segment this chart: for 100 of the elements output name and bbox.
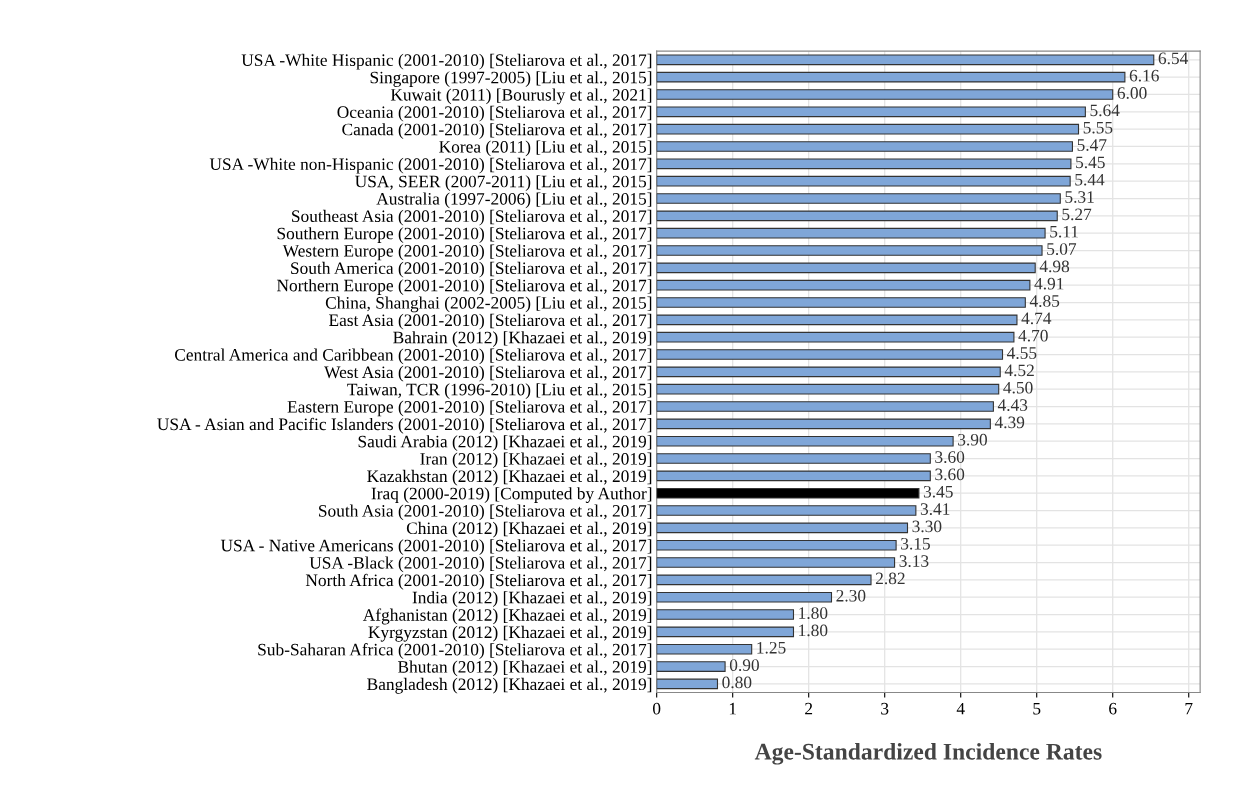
data-label: 6.00 [1117,87,1147,99]
y-tick-label: Central America and Caribbean (2001-2010) [Steliarova et al., 2017] [174,348,652,365]
y-tick-label: USA -White non-Hispanic (2001-2010) [Steliarova et al., 2017] [209,157,652,174]
bar [656,574,872,586]
x-tick-label: 3 [881,702,889,715]
data-label: 5.07 [1047,243,1077,255]
y-tick-label: Iran (2012) [Khazaei et al., 2019] [420,452,652,469]
bar [656,227,1046,239]
bar [656,54,1155,66]
data-label: 5.44 [1075,173,1105,186]
data-label: 4.43 [997,399,1028,411]
bar [656,418,991,430]
bar [656,470,931,482]
data-label: 5.11 [1050,225,1078,238]
bar [656,349,1004,360]
data-label: 4.98 [1039,260,1070,273]
bar [656,123,1080,135]
bar [656,609,795,620]
bar [656,175,1071,187]
bar [656,401,994,412]
bar [656,522,909,534]
bar [656,193,1061,204]
bar [656,262,1036,274]
data-label: 3.90 [958,433,987,446]
y-tick-label: Bangladesh (2012) [Khazaei et al., 2019] [367,677,652,694]
y-tick-label: Saudi Arabia (2012) [Khazaei et al., 2019] [358,435,652,451]
bar [656,71,1126,83]
data-label: 5.27 [1062,208,1092,221]
y-tick-label: Iraq (2000-2019) [Computed by Author] [371,487,652,503]
bar [656,314,1018,326]
data-label: 5.55 [1083,121,1113,134]
y-tick-label: Bhutan (2012) [Khazaei et al., 2019] [397,660,652,677]
x-tick-label: 7 [1185,702,1193,715]
bar [656,505,917,516]
x-tick-label: 6 [1109,702,1117,715]
bar [656,279,1031,291]
data-label: 0.80 [722,676,752,689]
bar [656,626,795,638]
y-tick-label: USA - Asian and Pacific Islanders (2001-2010) [Steliarova et al., 2017] [157,417,652,434]
data-label: 2.30 [836,589,866,602]
x-tick-label: 1 [729,702,736,715]
bar [656,678,719,690]
data-label: 5.45 [1076,156,1105,169]
y-tick-label: West Asia (2001-2010) [Steliarova et al., 2017] [324,365,652,382]
bar [656,435,954,447]
data-label: 4.50 [1003,381,1033,394]
bar [656,557,896,568]
y-tick-label: USA - Native Americans (2001-2010) [Steliarova et al., 2017] [220,539,652,555]
x-axis-title: Age-Standardized Incidence Rates [754,743,1102,765]
data-label: 1.25 [757,641,786,654]
y-tick-label: Kuwait (2011) [Bourusly et al., 2021] [390,88,652,105]
y-tick-label: Oceania (2001-2010) [Steliarova et al., 2017] [337,105,652,122]
y-tick-label: Singapore (1997-2005) [Liu et al., 2015] [370,71,652,87]
bar [656,383,1000,395]
y-tick-label: Western Europe (2001-2010) [Steliarova et al., 2017] [282,244,652,261]
data-label: 1.80 [799,624,828,637]
y-tick-label: Northern Europe (2001-2010) [Steliarova et al., 2017] [276,279,652,295]
data-label: 4.52 [1004,364,1034,377]
y-tick-label: East Asia (2001-2010) [Steliarova et al., 2017] [329,313,652,330]
bar [656,487,920,499]
data-label: 6.16 [1129,69,1159,82]
data-label: 5.31 [1065,191,1094,203]
bar [656,331,1015,343]
x-tick-label: 0 [653,702,661,715]
y-tick-label: Eastern Europe (2001-2010) [Steliarova et al., 2017] [287,400,652,417]
data-label: 3.41 [920,503,950,515]
y-tick-label: China, Shanghai (2002-2005) [Liu et al., 2015] [325,296,652,313]
bar [656,539,897,551]
bar [656,245,1043,256]
y-tick-label: Kazakhstan (2012) [Khazaei et al., 2019] [367,469,652,486]
bar [656,591,833,603]
data-label: 4.74 [1021,312,1052,325]
data-label: 4.85 [1029,295,1060,307]
y-tick-label: South Asia (2001-2010) [Steliarova et al., 2017] [319,504,652,521]
bar [656,158,1072,170]
y-tick-label: China (2012) [Khazaei et al., 2019] [406,521,652,538]
data-label: 5.64 [1090,104,1120,117]
bar [656,643,753,655]
y-tick-label: Afghanistan (2012) [Khazaei et al., 2019] [362,608,652,625]
bar [656,661,726,672]
x-tick-label: 5 [1033,702,1041,715]
data-label: 4.91 [1034,277,1064,290]
data-label: 6.54 [1158,52,1189,65]
data-label: 3.15 [901,537,930,550]
y-tick-label: USA, SEER (2007-2011) [Liu et al., 2015] [355,175,652,191]
y-tick-label: Bahrain (2012) [Khazaei et al., 2019] [393,331,652,347]
data-label: 3.30 [912,520,942,533]
y-tick-label: Southern Europe (2001-2010) [Steliarova et al., 2017] [277,227,652,243]
bar [656,297,1026,308]
y-tick-label: Canada (2001-2010) [Steliarova et al., 2017] [342,123,652,139]
data-label: 4.55 [1007,347,1037,359]
x-tick-label: 2 [805,702,813,715]
bar [656,89,1114,100]
y-tick-label: India (2012) [Khazaei et al., 2019] [412,591,652,607]
y-tick-label: Kyrgyzstan (2012) [Khazaei et al., 2019] [368,625,652,642]
data-label: 1.80 [799,607,828,619]
data-label: 2.82 [875,572,905,585]
y-tick-label: Sub-Saharan Africa (2001-2010) [Steliarova et al., 2017] [258,643,652,660]
x-tick-label: 4 [956,702,965,715]
bar [656,210,1058,222]
